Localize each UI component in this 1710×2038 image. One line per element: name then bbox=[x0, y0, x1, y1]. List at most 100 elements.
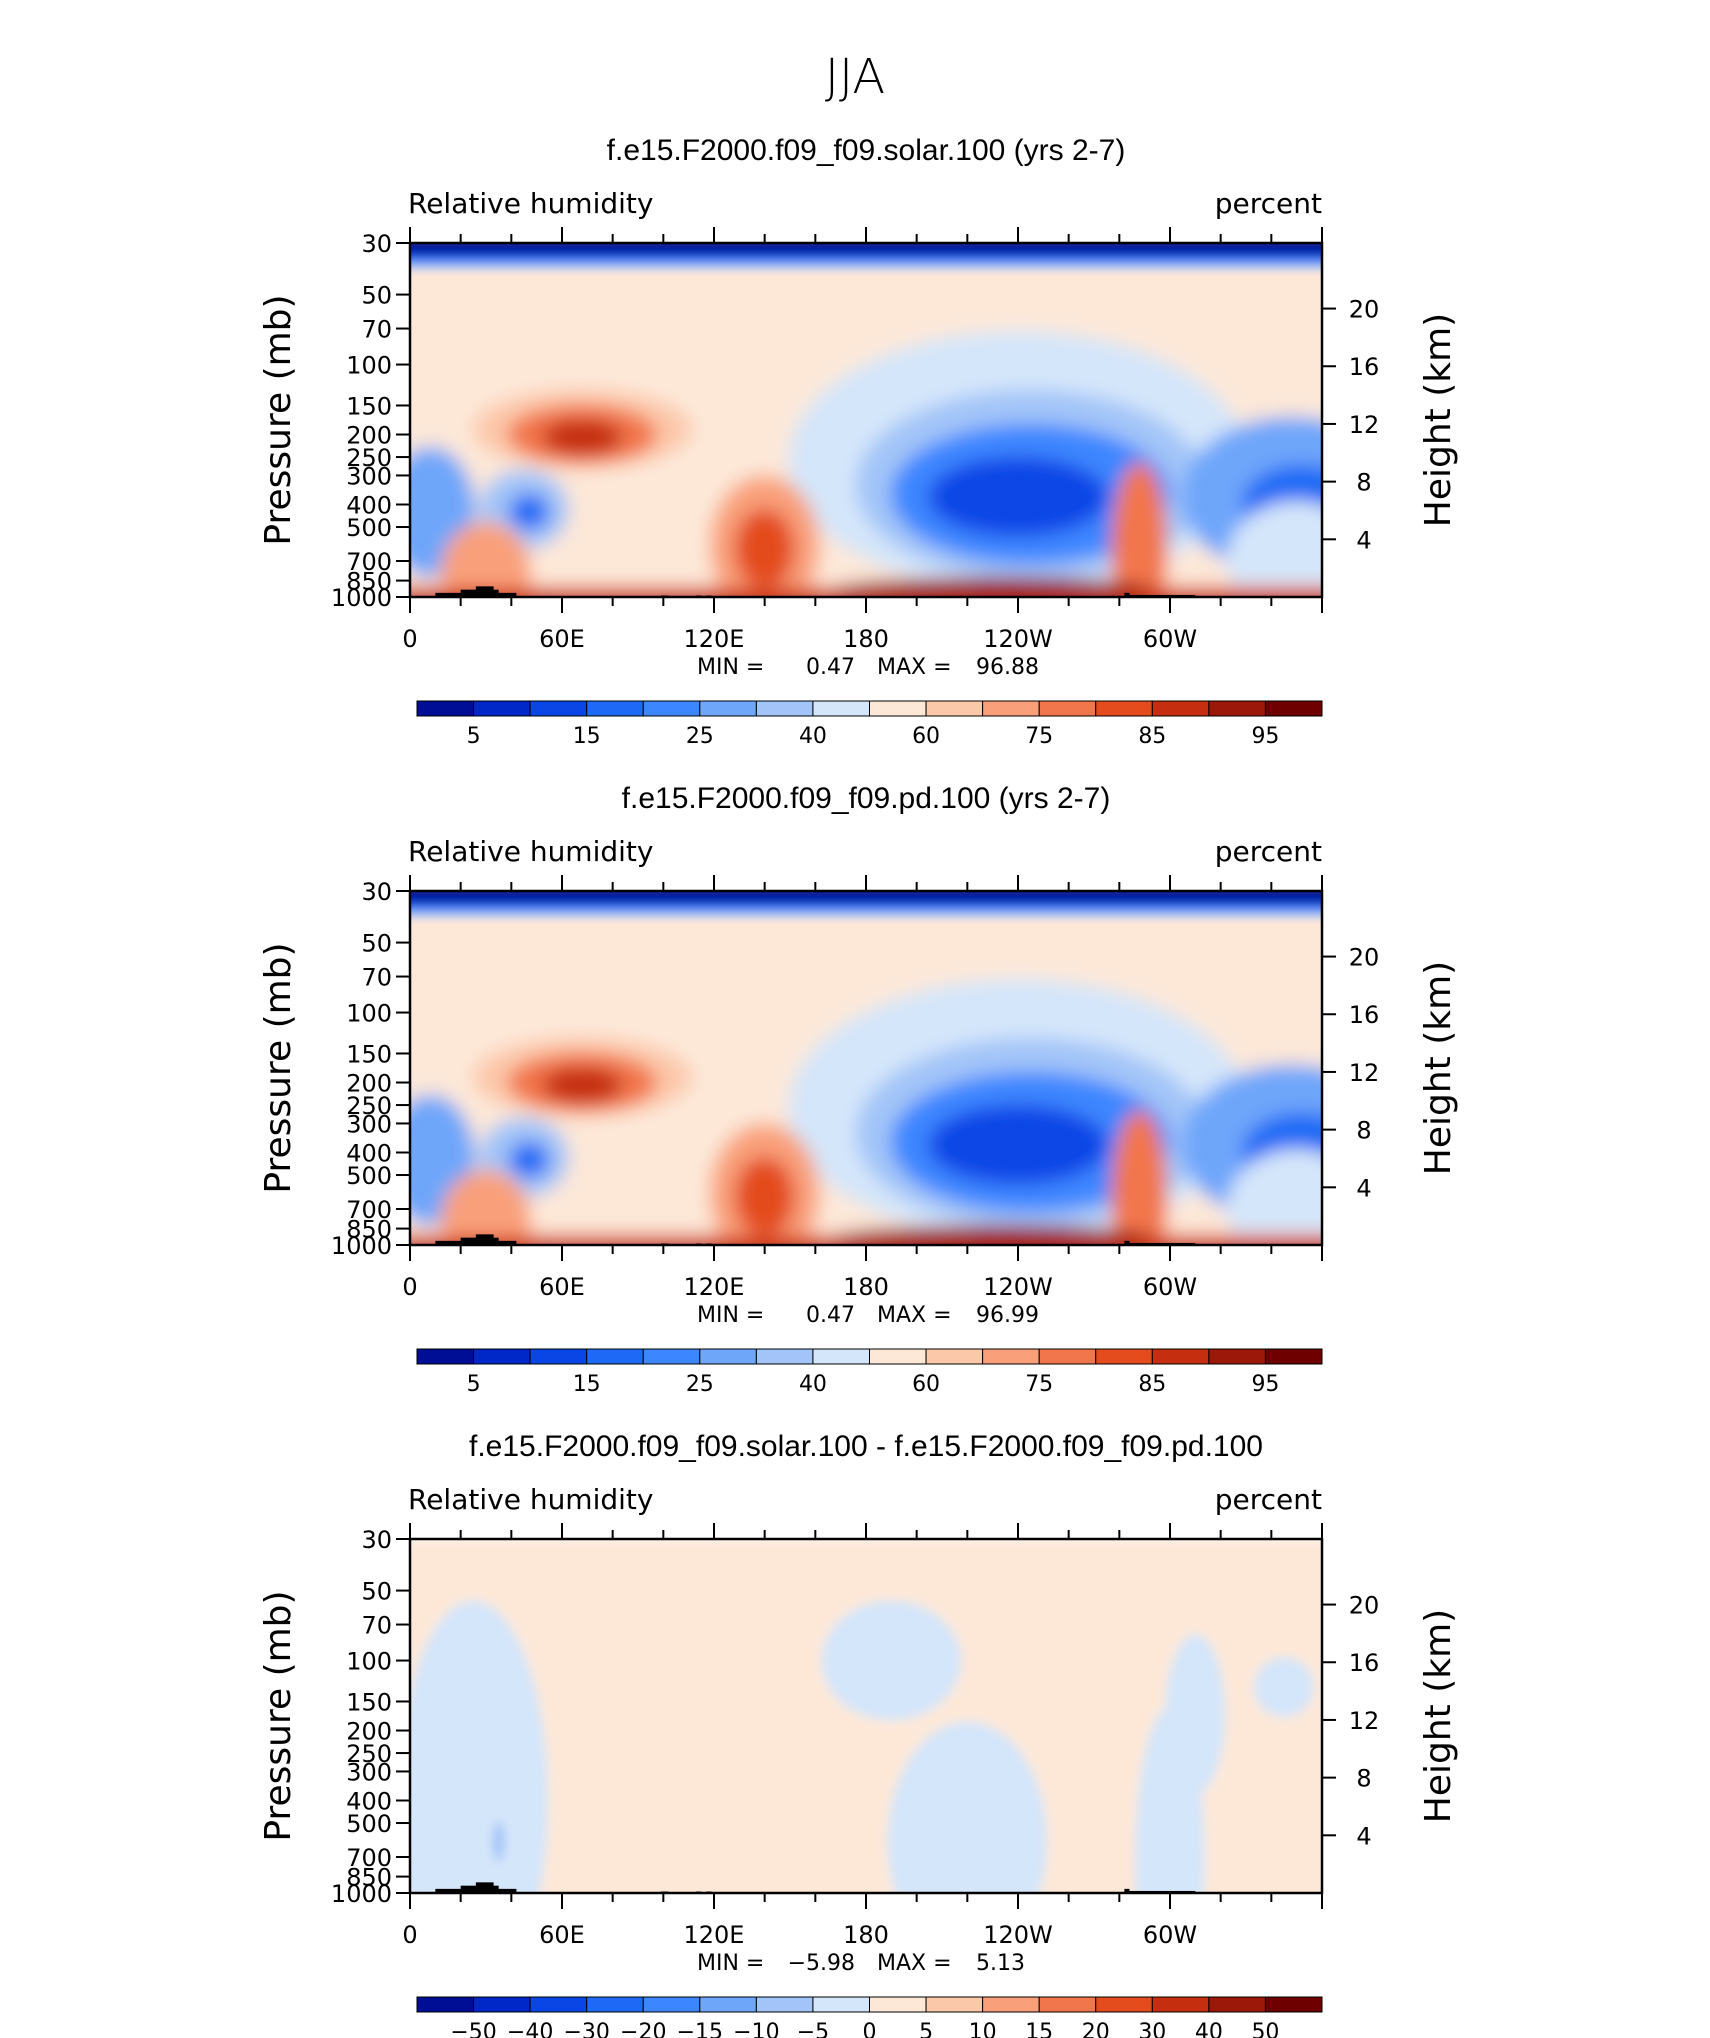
y2-tick-label: 4 bbox=[1356, 526, 1371, 554]
colorbar-swatch bbox=[699, 700, 757, 717]
colorbar-swatch bbox=[1038, 700, 1097, 717]
x-tick-label: 60E bbox=[539, 625, 585, 653]
x-tick-label: 180 bbox=[843, 625, 889, 653]
x-tick-label: 60W bbox=[1143, 625, 1197, 653]
y2-tick-label: 20 bbox=[1349, 944, 1380, 972]
x-tick-label: 120E bbox=[684, 625, 745, 653]
colorbar-swatch bbox=[586, 1348, 644, 1365]
panel-title: f.e15.F2000.f09_f09.solar.100 - f.e15.F2… bbox=[469, 1430, 1263, 1463]
y-tick-label: 250 bbox=[346, 1740, 392, 1768]
y2-tick-label: 8 bbox=[1356, 1765, 1371, 1793]
colorbar-swatch bbox=[1208, 1348, 1266, 1365]
y-axis-title: Pressure (mb) bbox=[258, 294, 299, 545]
colorbar-swatch bbox=[416, 700, 475, 717]
y-tick-label: 1000 bbox=[331, 584, 392, 612]
y-tick-label: 30 bbox=[361, 230, 392, 258]
colorbar-swatch bbox=[869, 1348, 927, 1365]
max-label: MAX = bbox=[877, 1951, 952, 1976]
colorbar-label: 15 bbox=[573, 724, 601, 749]
topography bbox=[1124, 592, 1130, 597]
y2-tick-label: 16 bbox=[1349, 1649, 1380, 1677]
y-tick-label: 50 bbox=[361, 930, 392, 958]
min-value: 0.47 bbox=[806, 1303, 855, 1328]
colorbar-swatch bbox=[1151, 1348, 1210, 1365]
x-tick-label: 0 bbox=[402, 1921, 417, 1949]
y2-tick-label: 16 bbox=[1349, 353, 1380, 381]
y-axis-title: Pressure (mb) bbox=[258, 1590, 299, 1841]
y-tick-label: 100 bbox=[346, 1000, 392, 1028]
colorbar-label: 0 bbox=[863, 2020, 877, 2038]
colorbar-swatch bbox=[1038, 1996, 1097, 2013]
x-tick-label: 120W bbox=[983, 1273, 1053, 1301]
max-value: 5.13 bbox=[976, 1951, 1025, 1976]
y-tick-label: 100 bbox=[346, 1648, 392, 1676]
y-tick-label: 300 bbox=[346, 1110, 392, 1138]
y-tick-label: 50 bbox=[361, 1578, 392, 1606]
colorbar-label: 85 bbox=[1138, 1372, 1166, 1397]
colorbar-swatch bbox=[925, 1996, 984, 2013]
colorbar-label: −30 bbox=[563, 2020, 609, 2038]
min-label: MIN = bbox=[697, 655, 764, 680]
y-tick-label: 30 bbox=[361, 878, 392, 906]
colorbar-label: 15 bbox=[573, 1372, 601, 1397]
colorbar-label: 60 bbox=[912, 1372, 940, 1397]
y-tick-label: 150 bbox=[346, 1040, 392, 1068]
x-tick-label: 60W bbox=[1143, 1921, 1197, 1949]
contour-field bbox=[410, 891, 1322, 1245]
x-tick-label: 120E bbox=[684, 1273, 745, 1301]
colorbar-label: 95 bbox=[1251, 724, 1279, 749]
y-tick-label: 700 bbox=[346, 1844, 392, 1872]
panel-title: f.e15.F2000.f09_f09.solar.100 (yrs 2-7) bbox=[607, 134, 1126, 167]
colorbar-swatch bbox=[473, 1348, 531, 1365]
colorbar-swatch bbox=[755, 700, 814, 717]
colorbar-label: 30 bbox=[1138, 2020, 1166, 2038]
colorbar-swatch bbox=[529, 700, 588, 717]
max-value: 96.88 bbox=[976, 655, 1039, 680]
colorbar-label: −20 bbox=[620, 2020, 666, 2038]
figure-title: JJA bbox=[825, 49, 885, 105]
y-tick-label: 70 bbox=[361, 1612, 392, 1640]
y2-tick-label: 4 bbox=[1356, 1822, 1371, 1850]
y2-tick-label: 20 bbox=[1349, 296, 1380, 324]
y2-tick-label: 12 bbox=[1349, 1707, 1380, 1735]
colorbar-swatch bbox=[1264, 1348, 1323, 1365]
colorbar: 5 15 25 40 60 75 85 95 bbox=[416, 700, 1323, 749]
colorbar-swatch bbox=[812, 700, 870, 717]
y-tick-label: 850 bbox=[346, 1216, 392, 1244]
min-value: −5.98 bbox=[788, 1951, 855, 1976]
colorbar-label: 75 bbox=[1025, 724, 1053, 749]
y2-tick-label: 16 bbox=[1349, 1001, 1380, 1029]
y2-tick-label: 12 bbox=[1349, 411, 1380, 439]
colorbar-label: 75 bbox=[1025, 1372, 1053, 1397]
colorbar-swatch bbox=[642, 700, 701, 717]
y-tick-label: 250 bbox=[346, 1092, 392, 1120]
max-label: MAX = bbox=[877, 655, 952, 680]
colorbar-swatch bbox=[925, 1348, 984, 1365]
contour-field bbox=[410, 243, 1322, 597]
max-label: MAX = bbox=[877, 1303, 952, 1328]
colorbar: −50 −40 −30 −20 −15 −10 −5 0 5 10 15 20 30 40 50 bbox=[416, 1996, 1323, 2038]
colorbar-label: 5 bbox=[467, 1372, 481, 1397]
topography bbox=[475, 1234, 494, 1245]
max-value: 96.99 bbox=[976, 1303, 1039, 1328]
panel-title: f.e15.F2000.f09_f09.pd.100 (yrs 2-7) bbox=[622, 782, 1111, 815]
contour-field bbox=[410, 1539, 1322, 1893]
y-tick-label: 500 bbox=[346, 1162, 392, 1190]
x-tick-label: 120E bbox=[684, 1921, 745, 1949]
colorbar-swatch bbox=[755, 1348, 814, 1365]
y-tick-label: 200 bbox=[346, 1070, 392, 1098]
y2-tick-label: 8 bbox=[1356, 469, 1371, 497]
y-tick-label: 50 bbox=[361, 282, 392, 310]
left-string: Relative humidity bbox=[408, 835, 653, 868]
panel-2: f.e15.F2000.f09_f09.pd.100 (yrs 2-7) Rela… bbox=[258, 782, 1459, 1397]
y-tick-label: 200 bbox=[346, 422, 392, 450]
colorbar-swatch bbox=[416, 1348, 475, 1365]
colorbar-swatch bbox=[1038, 1348, 1097, 1365]
x-tick-label: 60E bbox=[539, 1273, 585, 1301]
colorbar-swatch bbox=[699, 1348, 757, 1365]
y-tick-label: 70 bbox=[361, 316, 392, 344]
colorbar-swatch bbox=[869, 1996, 927, 2013]
min-label: MIN = bbox=[697, 1303, 764, 1328]
colorbar-swatch bbox=[1095, 1996, 1153, 2013]
y-tick-label: 150 bbox=[346, 1688, 392, 1716]
